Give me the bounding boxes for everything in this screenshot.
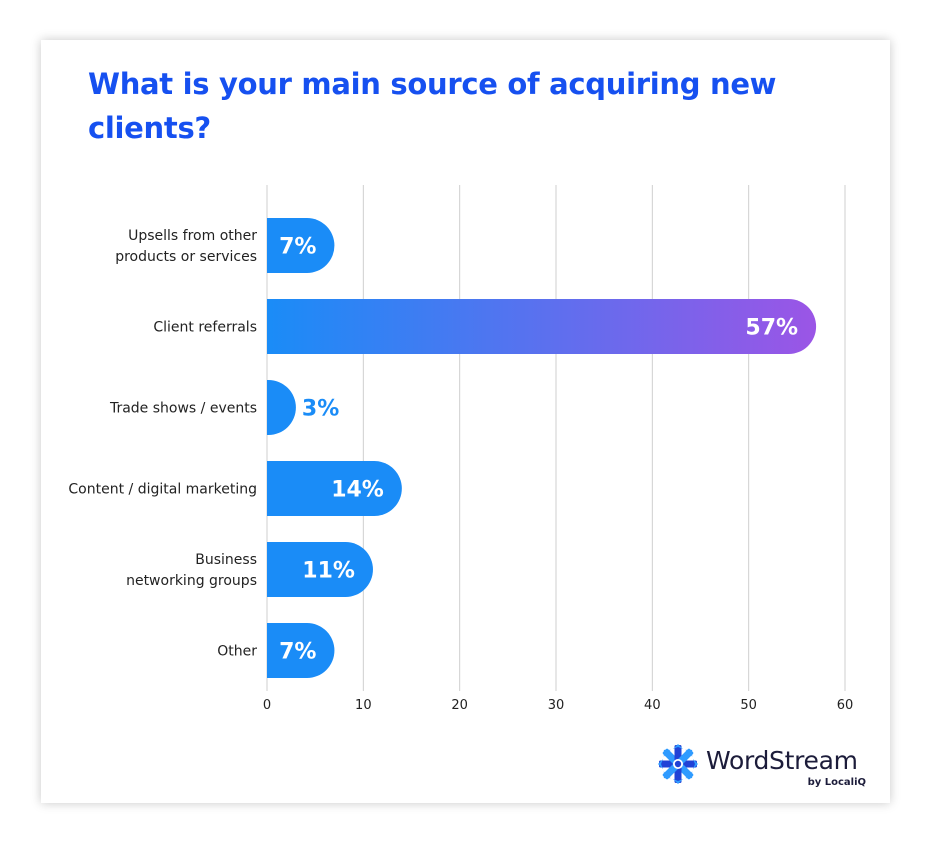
category-label-line: Business [195, 552, 257, 568]
category-label: Other [217, 644, 257, 660]
x-tick-label: 60 [837, 698, 854, 713]
bar [267, 218, 335, 273]
x-tick-label: 50 [740, 698, 757, 713]
logo-star-core [674, 760, 682, 768]
category-label-line: products or services [115, 249, 257, 265]
x-tick-label: 0 [263, 698, 271, 713]
logo-subtitle: by LocaliQ [807, 777, 866, 788]
logo-star-tip [663, 749, 671, 757]
logo-star-tip [673, 779, 683, 784]
category-label: Business networking groups [126, 552, 257, 589]
category-label-line: Other [217, 644, 257, 660]
category-label: Upsells from other products or services [115, 228, 257, 265]
category-label-line: Upsells from other [128, 228, 257, 244]
data-label: 7% [279, 640, 316, 665]
logo-star-tip [673, 744, 683, 749]
data-label: 7% [279, 235, 316, 260]
x-tick-label: 40 [644, 698, 661, 713]
chart-title: What is your main source of acquiring ne… [88, 67, 777, 145]
category-label: Content / digital marketing [68, 482, 257, 498]
category-label-line: networking groups [126, 573, 257, 589]
x-tick-label: 30 [548, 698, 565, 713]
category-label: Client referrals [153, 320, 257, 336]
data-label: 3% [302, 397, 339, 422]
category-label-line: Client referrals [153, 320, 257, 336]
data-label: 57% [745, 316, 798, 341]
x-tick-label: 20 [451, 698, 468, 713]
logo-star-tip [685, 749, 693, 757]
logo-star-tip [685, 771, 693, 779]
x-tick-label: 10 [355, 698, 372, 713]
logo-star-tip [663, 771, 671, 779]
bar [267, 623, 335, 678]
bar [267, 299, 817, 354]
bar [267, 461, 402, 516]
wordstream-logo: WordStream by LocaliQ [657, 743, 872, 793]
bar [267, 380, 296, 435]
logo-wordmark: WordStream [706, 746, 858, 775]
category-label: Trade shows / events [109, 401, 257, 417]
logo-star-tip [658, 759, 663, 769]
bar [267, 542, 373, 597]
category-label-line: Trade shows / events [109, 401, 257, 417]
chart-card: What is your main source of acquiring ne… [41, 40, 890, 803]
data-label: 11% [302, 559, 355, 584]
logo-star-tip [693, 759, 698, 769]
category-label-line: Content / digital marketing [68, 482, 257, 498]
wordstream-star-icon [658, 744, 698, 784]
bar-chart: 0 10 20 30 40 50 60 7% Upsells from other product… [68, 185, 854, 713]
data-label: 14% [331, 478, 384, 503]
